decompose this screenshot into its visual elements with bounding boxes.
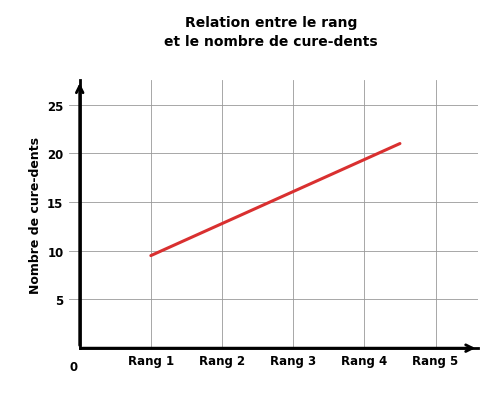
Y-axis label: Nombre de cure-dents: Nombre de cure-dents <box>29 136 41 293</box>
Text: 0: 0 <box>70 360 78 373</box>
Text: Relation entre le rang
et le nombre de cure-dents: Relation entre le rang et le nombre de c… <box>164 16 378 49</box>
